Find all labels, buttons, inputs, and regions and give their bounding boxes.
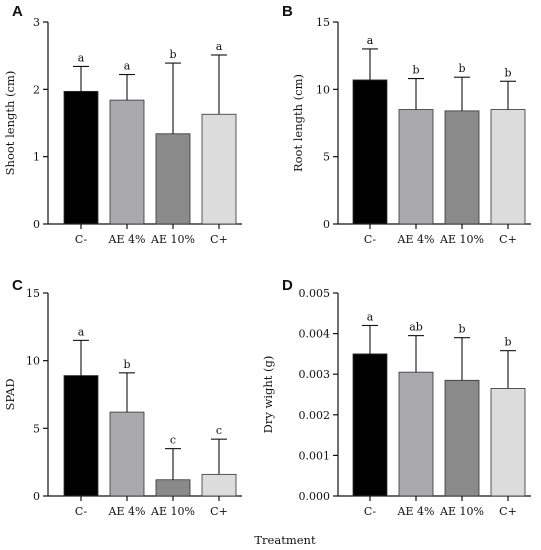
bar bbox=[155, 479, 191, 497]
significance-letter: a bbox=[78, 51, 85, 64]
panel-letter: C bbox=[12, 277, 23, 294]
bar bbox=[398, 371, 434, 497]
panel-c: C 0 5 10 15 SPAD a C-b AE 4% c AE 10% c C+ bbox=[3, 277, 242, 518]
significance-letter: a bbox=[367, 310, 374, 323]
y-axis-label: Dry wight (g) bbox=[261, 356, 275, 434]
category-label: AE 4% bbox=[108, 233, 146, 246]
panel-letter: B bbox=[282, 3, 293, 20]
category-label: C- bbox=[364, 233, 376, 246]
category-label: AE 4% bbox=[397, 505, 435, 518]
y-axis-label: Root length (cm) bbox=[291, 74, 305, 172]
y-tick-label: 10 bbox=[26, 355, 40, 368]
y-axis-label: Shoot length (cm) bbox=[3, 71, 17, 176]
y-tick-label: 0.004 bbox=[299, 328, 331, 341]
y-axis-label: SPAD bbox=[3, 378, 17, 410]
significance-letter: a bbox=[78, 325, 85, 338]
category-label: AE 10% bbox=[439, 505, 484, 518]
category-label: C+ bbox=[499, 505, 517, 518]
category-label: C+ bbox=[210, 505, 228, 518]
y-tick-label: 2 bbox=[33, 83, 40, 96]
bar bbox=[352, 353, 388, 497]
panel-d: D 0.000 0.001 0.002 0.003 0.004 0.005 Dry wight… bbox=[261, 277, 531, 518]
significance-letter: b bbox=[458, 62, 465, 75]
bar bbox=[490, 109, 526, 225]
y-tick-label: 5 bbox=[323, 151, 330, 164]
significance-letter: b bbox=[123, 358, 130, 371]
bar bbox=[352, 79, 388, 225]
category-label: AE 10% bbox=[150, 233, 195, 246]
y-tick-label: 0.005 bbox=[299, 287, 331, 300]
panel-letter: D bbox=[282, 277, 293, 294]
bar bbox=[444, 110, 480, 225]
bar bbox=[155, 133, 191, 225]
y-tick-label: 15 bbox=[316, 16, 330, 29]
significance-letter: ab bbox=[409, 321, 423, 334]
category-label: C+ bbox=[499, 233, 517, 246]
panel-b: B 0 5 10 15 Root length (cm) a C-b AE 4% b AE 10% b… bbox=[282, 3, 531, 246]
significance-letter: b bbox=[169, 48, 176, 61]
bar bbox=[201, 113, 237, 225]
significance-letter: b bbox=[504, 336, 511, 349]
y-tick-label: 0.003 bbox=[299, 368, 331, 381]
significance-letter: a bbox=[124, 60, 131, 73]
bar bbox=[109, 99, 145, 225]
x-axis-title: Treatment bbox=[254, 533, 316, 547]
y-tick-label: 0.000 bbox=[299, 490, 331, 503]
bar bbox=[63, 90, 99, 225]
category-label: AE 4% bbox=[397, 233, 435, 246]
category-label: C- bbox=[75, 505, 87, 518]
category-label: C+ bbox=[210, 233, 228, 246]
y-tick-label: 5 bbox=[33, 422, 40, 435]
significance-letter: a bbox=[367, 34, 374, 47]
category-label: C- bbox=[75, 233, 87, 246]
y-tick-label: 0.001 bbox=[299, 449, 331, 462]
y-tick-label: 0 bbox=[323, 218, 330, 231]
category-label: AE 4% bbox=[108, 505, 146, 518]
y-tick-label: 0 bbox=[33, 218, 40, 231]
bar bbox=[63, 375, 99, 497]
y-tick-label: 15 bbox=[26, 287, 40, 300]
panel-a: A 0 1 2 3 Shoot length (cm) a C-a AE 4% b AE 10% a C… bbox=[3, 3, 242, 246]
bar bbox=[490, 388, 526, 497]
bar bbox=[398, 109, 434, 225]
category-label: C- bbox=[364, 505, 376, 518]
y-tick-label: 1 bbox=[33, 151, 40, 164]
significance-letter: c bbox=[170, 434, 176, 447]
y-tick-label: 0 bbox=[33, 490, 40, 503]
bar bbox=[109, 411, 145, 497]
bar bbox=[444, 379, 480, 497]
panel-letter: A bbox=[12, 3, 23, 20]
significance-letter: c bbox=[216, 424, 222, 437]
significance-letter: b bbox=[458, 323, 465, 336]
category-label: AE 10% bbox=[150, 505, 195, 518]
y-tick-label: 0.002 bbox=[299, 409, 331, 422]
y-tick-label: 3 bbox=[33, 16, 40, 29]
significance-letter: b bbox=[412, 64, 419, 77]
category-label: AE 10% bbox=[439, 233, 484, 246]
y-tick-label: 10 bbox=[316, 83, 330, 96]
significance-letter: a bbox=[216, 40, 223, 53]
bar bbox=[201, 473, 237, 497]
significance-letter: b bbox=[504, 66, 511, 79]
